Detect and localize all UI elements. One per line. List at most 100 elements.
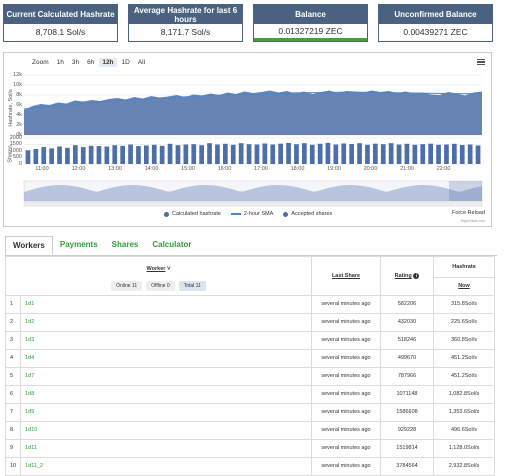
total-filter-chip[interactable]: Total 11 [178,280,206,291]
zoom-6h-button[interactable]: 6h [87,59,95,66]
worker-name-link[interactable]: 1d11_2 [20,456,312,476]
shares-bar [215,144,220,164]
shares-bar [65,147,70,165]
last-share-header[interactable]: Last Share [311,256,381,296]
last-share-cell: several minutes ago [311,384,381,404]
hashrate-cell: 496.6Sol/s [433,420,495,440]
worker-sort-header[interactable]: Worker [146,265,166,272]
tab-calculator[interactable]: Calculator [152,240,192,249]
worker-name-link[interactable]: 1d9 [20,402,312,422]
legend-item-shares[interactable]: Accepted shares [283,211,332,217]
hashrate-tick-label: 6k [16,101,22,108]
hashrate-cell: 451.2Sol/s [433,348,495,368]
hashrate-cell: 225.6Sol/s [433,312,495,332]
last-share-cell: several minutes ago [311,330,381,350]
shares-bar [349,144,354,164]
shares-bar [365,144,370,164]
shares-bar [183,144,189,164]
card-title: Unconfirmed Balance [379,5,492,24]
hashrate-tick-label: 0k [16,131,22,138]
force-reload-link[interactable]: Force Reload [451,210,485,216]
time-tick-label: 15:00 [181,166,195,172]
tab-payments[interactable]: Payments [59,240,98,249]
worker-name-link[interactable]: 1d1 [20,294,312,314]
hashrate-tick-label: 2k [16,121,22,128]
balance-card: Balance 0.01327219 ZEC [253,4,368,42]
card-title: Current Calculated Hashrate [4,5,117,24]
shares-tick-label: 2000 [9,134,22,141]
last-share-cell: several minutes ago [311,312,381,332]
worker-name-link[interactable]: 1d4 [20,348,312,368]
navigator[interactable] [23,180,483,207]
shares-bar [238,143,244,164]
navigator-selection[interactable] [449,181,482,201]
hashrate-cell: 2,932.8Sol/s [433,456,495,476]
shares-bar [262,143,268,164]
shares-bar [317,143,323,164]
card-value: 0.01327219 ZEC [254,24,367,41]
hashrate-now-header[interactable]: Now [433,276,495,296]
worker-name-link[interactable]: 1d3 [20,330,312,350]
zoom-bar: Zoom 1h 3h 6h 12h 1D All [29,58,148,67]
time-tick-label: 14:00 [144,166,159,172]
info-icon[interactable]: i [413,272,420,279]
hashrate-tick-label: 4k [16,111,22,118]
shares-bar [302,143,307,164]
rating-cell: 1586608 [380,402,434,422]
shares-bar [475,145,481,164]
rating-cell: 518246 [380,330,434,350]
last-share-cell: several minutes ago [311,438,381,458]
hamburger-menu-icon[interactable] [477,57,485,67]
shares-bar [325,142,331,164]
shares-bar [254,144,260,164]
row-number: 6 [4,384,22,404]
row-number: 10 [4,456,22,476]
offline-filter-chip[interactable]: Offline 0 [146,280,175,291]
row-number: 2 [4,312,22,332]
table-row: 6 1d8 several minutes ago 1071148 1,082.8Sol… [4,384,495,404]
row-number: 4 [4,348,22,368]
zoom-1h-button[interactable]: 1h [56,59,64,66]
current-hashrate-card: Current Calculated Hashrate 8,708.1 Sol/… [3,4,118,42]
shares-bar [207,143,212,164]
chevron-down-icon[interactable]: ˅ [166,265,171,272]
tab-workers[interactable]: Workers [5,236,53,255]
row-number: 3 [4,330,22,350]
zoom-all-button[interactable]: All [137,59,146,66]
card-title: Balance [254,5,367,24]
table-row: 3 1d3 several minutes ago 518246 360.8Sol/s [4,330,495,350]
zoom-12h-button[interactable]: 12h [99,58,117,67]
worker-name-link[interactable]: 1d11 [20,438,312,458]
tab-shares[interactable]: Shares [111,240,139,249]
hashrate-cell: 360.8Sol/s [433,330,495,350]
worker-name-link[interactable]: 1d10 [20,420,312,440]
shares-bar [278,143,283,164]
shares-tick-label: 0 [18,160,22,167]
last-share-cell: several minutes ago [311,456,381,476]
shares-bar [167,143,173,164]
worker-name-link[interactable]: 1d8 [20,384,312,404]
zoom-3h-button[interactable]: 3h [71,59,80,66]
hashrate-cell: 315.8Sol/s [433,294,495,314]
worker-tabs: Workers Payments Shares Calculator [5,236,198,255]
navigator-scrollbar[interactable] [23,201,483,207]
shares-bar [112,145,118,164]
worker-name-link[interactable]: 1d2 [20,312,312,332]
online-filter-chip[interactable]: Online 11 [111,280,143,291]
last-share-cell: several minutes ago [311,348,381,368]
shares-bar [357,143,362,164]
worker-name-link[interactable]: 1d7 [20,366,312,386]
chart-credits[interactable]: Highcharts.com [460,219,485,223]
legend-item-hashrate[interactable]: Calculated hashrate [164,211,221,217]
time-tick-label: 16:00 [217,166,232,172]
hashrate-cell: 1,082.8Sol/s [433,384,495,404]
shares-tick-label: 1000 [9,147,22,154]
rating-header[interactable]: Rating i [380,256,434,296]
hashrate-tick-label: 8k [16,91,22,98]
legend-item-sma[interactable]: 2-hour SMA [230,211,273,217]
shares-bar [104,146,110,164]
hashrate-tick-label: 10k [13,81,22,88]
last-share-cell: several minutes ago [311,294,381,314]
zoom-1d-button[interactable]: 1D [121,59,130,66]
zoom-label: Zoom [32,59,49,66]
